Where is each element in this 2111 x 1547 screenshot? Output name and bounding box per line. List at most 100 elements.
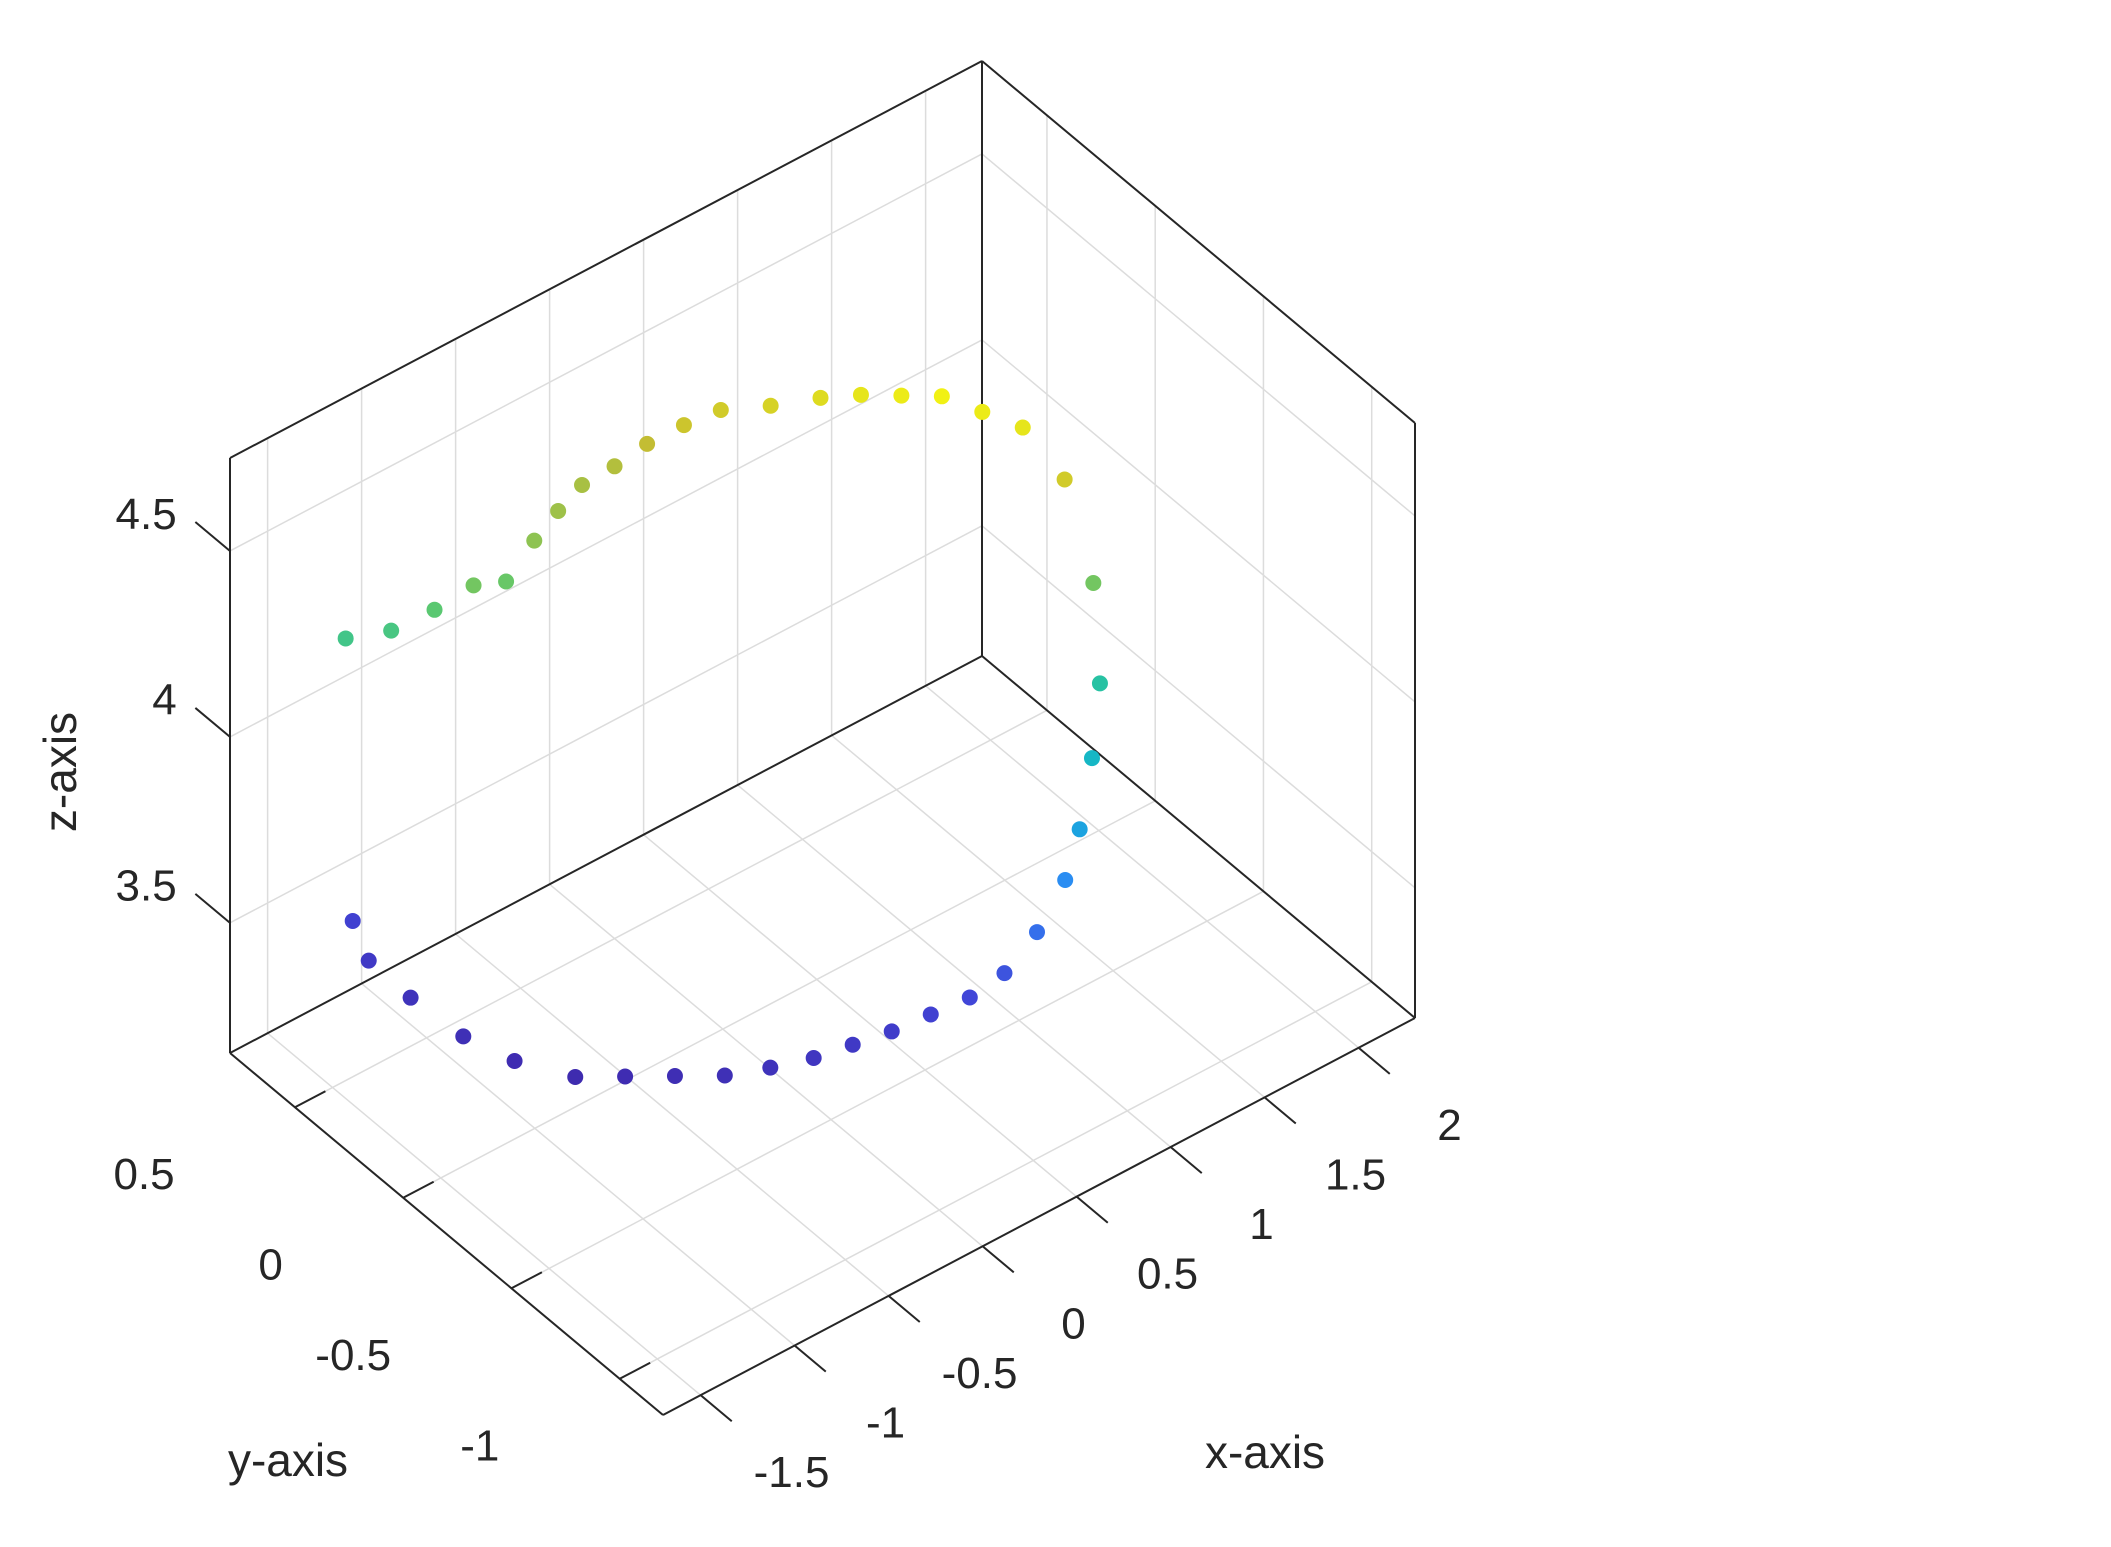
axes-edge xyxy=(229,60,983,459)
data-point xyxy=(805,1049,822,1066)
data-point xyxy=(344,912,361,929)
grid-line-x-floor xyxy=(267,1032,702,1396)
x-tick-label: -0.5 xyxy=(942,1349,1018,1398)
grid-line-y-floor xyxy=(511,890,1264,1289)
x-tick-label: 1.5 xyxy=(1325,1150,1386,1199)
y-tick-mark xyxy=(510,1271,543,1290)
data-point xyxy=(716,1067,733,1084)
data-point xyxy=(762,1059,779,1076)
data-point xyxy=(606,458,623,475)
y-tick-mark xyxy=(294,1090,326,1109)
axes-edge xyxy=(662,1017,1416,1416)
data-point xyxy=(852,386,869,403)
x-tick-mark xyxy=(981,1245,1015,1274)
data-point xyxy=(666,1067,683,1084)
y-axis-label: y-axis xyxy=(228,1434,348,1486)
data-point xyxy=(567,1069,584,1085)
data-point xyxy=(844,1036,861,1053)
axes-edge xyxy=(981,655,1416,1019)
x-tick-label: 1 xyxy=(1249,1200,1273,1249)
data-point xyxy=(426,601,443,618)
x-tick-mark xyxy=(793,1344,827,1373)
grid-line-z-back xyxy=(229,339,983,738)
x-tick-label: -1.5 xyxy=(754,1448,830,1497)
grid-line-z-back xyxy=(229,525,983,924)
z-tick-label: 3.5 xyxy=(116,862,177,911)
data-point xyxy=(1085,574,1102,591)
tick-labels: -1.5 -1 -0.5 0 0.5 1 1.5 2 -1 -0.5 0 0.5 3.5 4 4.5 xyxy=(113,490,1461,1497)
data-point xyxy=(922,1006,939,1023)
grid-line-z-back xyxy=(229,153,983,552)
data-point xyxy=(996,965,1013,982)
tick-marks xyxy=(194,521,1391,1422)
x-tick-label: 0.5 xyxy=(1137,1250,1198,1299)
data-point xyxy=(961,989,978,1006)
grid-line-x-floor xyxy=(737,784,1172,1148)
data-point xyxy=(1083,750,1100,767)
y-tick-label: 0 xyxy=(258,1240,282,1289)
data-point xyxy=(1071,821,1088,838)
x-axis-label: x-axis xyxy=(1205,1426,1325,1478)
data-point xyxy=(402,989,419,1006)
x-tick-mark xyxy=(1357,1047,1391,1075)
data-point xyxy=(455,1028,472,1045)
data-point xyxy=(933,388,950,405)
data-point xyxy=(883,1023,900,1040)
data-point xyxy=(360,952,377,969)
data-point xyxy=(617,1068,634,1085)
x-tick-label: 0 xyxy=(1061,1299,1085,1348)
data-point xyxy=(762,397,779,414)
data-point xyxy=(639,435,656,452)
x-tick-mark xyxy=(1169,1146,1203,1174)
grid-line-y-floor xyxy=(619,981,1373,1380)
x-tick-mark xyxy=(699,1394,733,1422)
grid-line-x-floor xyxy=(455,933,890,1297)
axes-edge xyxy=(229,655,983,1054)
data-point xyxy=(812,389,829,406)
z-tick-mark xyxy=(194,707,231,738)
axes-edge xyxy=(229,1052,664,1416)
grid-line-z-side xyxy=(981,525,1416,889)
scatter-points xyxy=(337,386,1108,1085)
grid-line-y-floor xyxy=(294,709,1048,1108)
grid-line-x-floor xyxy=(831,734,1266,1098)
y-tick-label: -1 xyxy=(460,1421,499,1470)
data-point xyxy=(1056,471,1073,488)
grid-line-z-side xyxy=(981,153,1416,517)
data-point xyxy=(1057,872,1074,889)
data-point xyxy=(574,476,591,493)
x-tick-mark xyxy=(887,1295,921,1323)
data-point xyxy=(526,532,543,549)
data-point xyxy=(1091,675,1108,692)
data-point xyxy=(675,417,692,434)
data-point xyxy=(712,401,729,418)
data-point xyxy=(974,403,991,420)
y-tick-label: -0.5 xyxy=(315,1331,391,1380)
data-point xyxy=(337,630,354,647)
z-axis-label: z-axis xyxy=(34,712,86,832)
data-point xyxy=(383,622,400,639)
x-tick-label: -1 xyxy=(866,1399,905,1448)
grid-line-y-floor xyxy=(402,800,1156,1199)
grid-lines xyxy=(229,90,1416,1396)
axes-box xyxy=(229,60,1416,1416)
x-tick-mark xyxy=(1075,1195,1109,1224)
grid-line-x-floor xyxy=(361,982,796,1347)
axes-edge xyxy=(981,60,1416,424)
data-point xyxy=(1014,419,1031,436)
grid-line-x-floor xyxy=(925,685,1360,1049)
data-point xyxy=(465,577,482,594)
data-point xyxy=(498,573,515,590)
data-point xyxy=(893,387,910,404)
z-tick-mark xyxy=(194,521,231,552)
y-tick-mark xyxy=(402,1180,435,1199)
y-tick-label: 0.5 xyxy=(113,1150,174,1199)
grid-line-x-floor xyxy=(643,834,1078,1198)
data-point xyxy=(506,1053,523,1070)
z-tick-label: 4.5 xyxy=(116,490,177,539)
z-tick-label: 4 xyxy=(152,676,176,725)
data-point xyxy=(550,502,567,519)
x-tick-label: 2 xyxy=(1437,1101,1461,1150)
